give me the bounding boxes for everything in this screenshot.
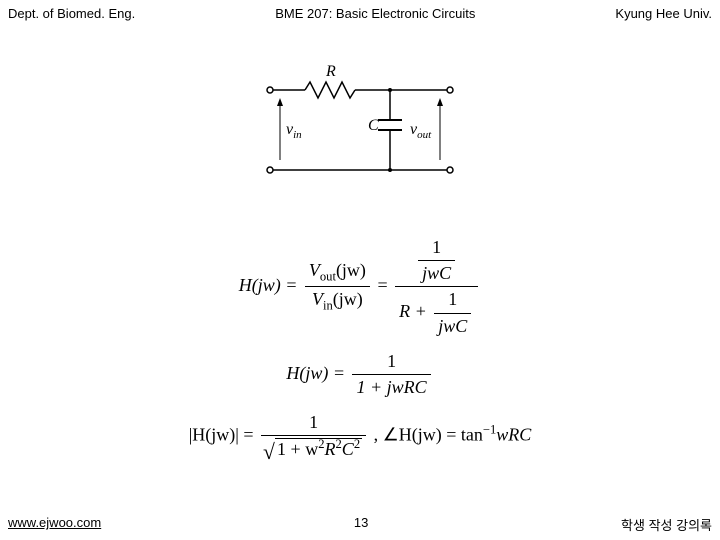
magnitude-phase-eq: |H(jw)| = 1 1 + w2R2C2 , ∠H(jw) = tan−1w… [189,410,532,462]
eq1-equals: = [377,275,392,295]
equations-block: H(jw) = Vout(jw) Vin(jw) = 1 jwC R + 1 [189,225,532,473]
vin-label: vin [286,121,302,141]
footer: www.ejwoo.com 13 학생 작성 강의록 [0,515,720,534]
eq3-comma: , [374,424,383,444]
header-dept: Dept. of Biomed. Eng. [8,6,135,21]
header: Dept. of Biomed. Eng. BME 207: Basic Ele… [0,0,720,27]
header-univ: Kyung Hee Univ. [615,6,712,21]
eq3-magnitude-lhs: |H(jw)| = [189,424,258,444]
rc-circuit-diagram: R C vin vout [250,60,470,195]
vout-label: vout [410,121,432,141]
page-number: 13 [101,515,621,534]
resistor-label: R [325,63,336,80]
eq1-frac-vout-vin: Vout(jw) Vin(jw) [305,258,370,315]
eq1-frac-impedance: 1 jwC R + 1 jwC [395,235,478,339]
eq1-lhs: H(jw) = [239,275,302,295]
header-course: BME 207: Basic Electronic Circuits [135,6,615,21]
eq3-phase: ∠H(jw) = tan [383,424,483,444]
eq2-frac: 1 1 + jwRC [352,349,430,400]
footer-note: 학생 작성 강의록 [621,515,712,534]
eq2-lhs: H(jw) = [286,363,349,383]
transfer-function-eq1: H(jw) = Vout(jw) Vin(jw) = 1 jwC R + 1 [189,235,532,339]
capacitor-label: C [368,117,379,134]
eq3-magnitude-frac: 1 1 + w2R2C2 [261,410,366,462]
circuit-svg: R C vin vout [250,60,470,190]
footer-url: www.ejwoo.com [8,515,101,534]
transfer-function-eq2: H(jw) = 1 1 + jwRC [189,349,532,400]
main-content: R C vin vout H(jw) = Vout(jw) Vin(jw) = … [0,50,720,473]
